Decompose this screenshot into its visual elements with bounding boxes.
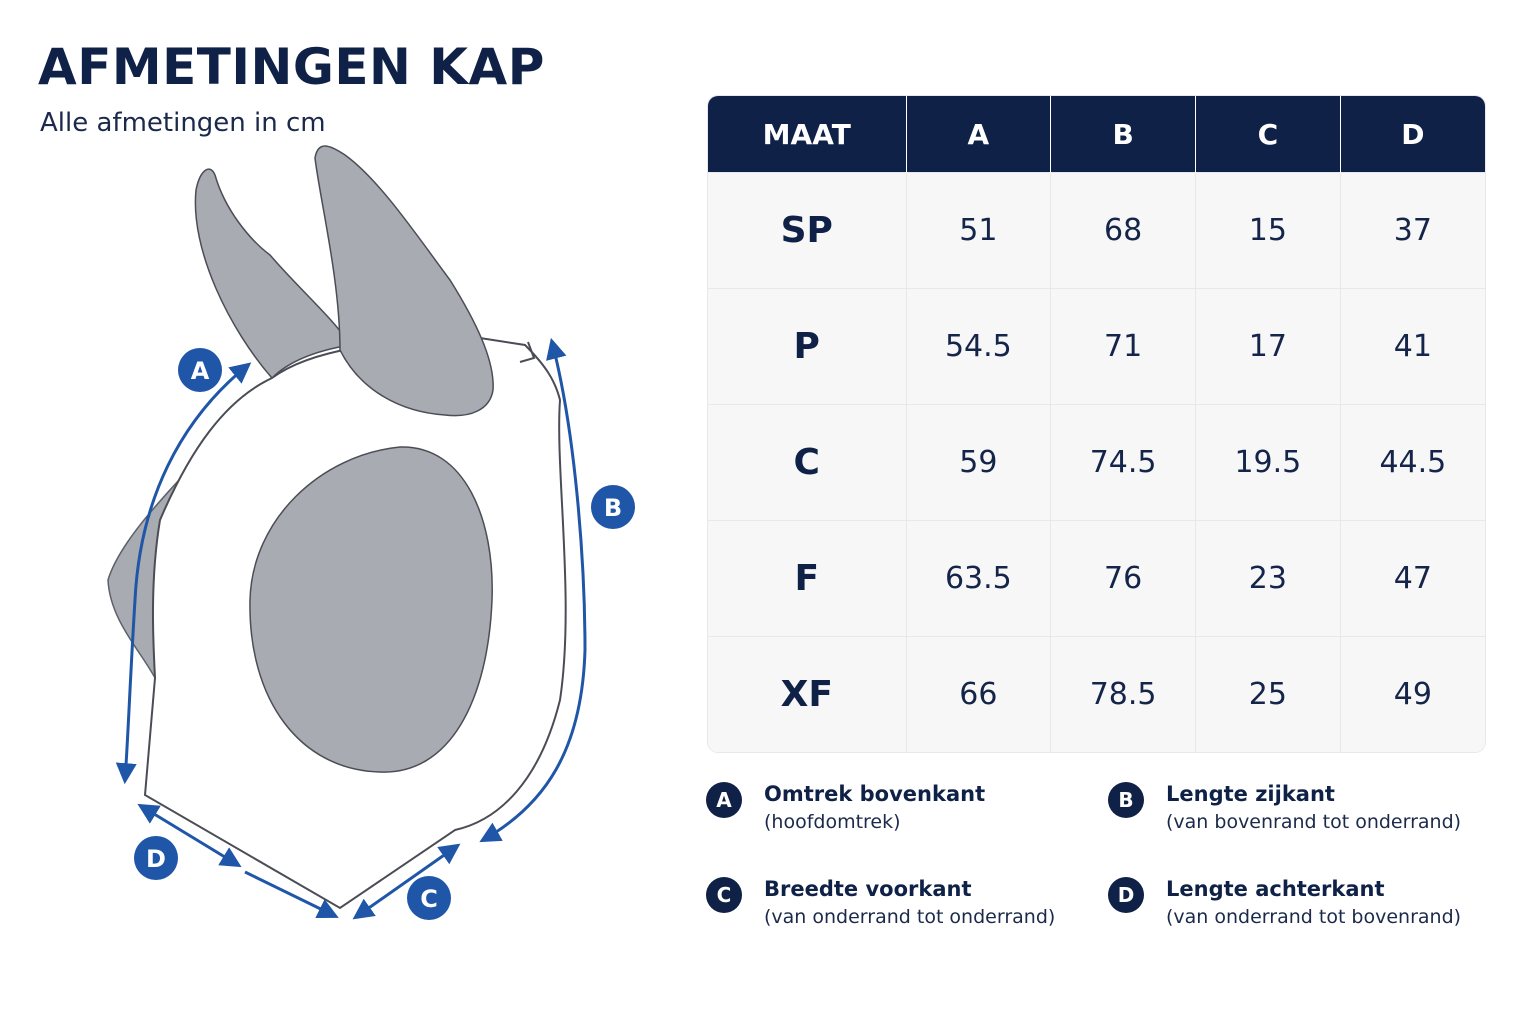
legend-desc: (hoofdomtrek) bbox=[764, 811, 901, 833]
header-cell: MAAT bbox=[708, 96, 907, 173]
value-cell: 66 bbox=[906, 636, 1052, 752]
legend-badge: C bbox=[706, 877, 742, 913]
label-c: C bbox=[407, 876, 451, 920]
legend-title: Breedte voorkant bbox=[764, 877, 972, 901]
arrow-a bbox=[115, 362, 252, 785]
label-a-text: A bbox=[191, 357, 210, 385]
legend-item-c: C Breedte voorkant (van onderrand tot on… bbox=[706, 875, 1055, 931]
label-d: D bbox=[134, 836, 178, 880]
label-c-text: C bbox=[420, 885, 438, 913]
value-cell: 51 bbox=[906, 172, 1052, 289]
legend-badge: A bbox=[706, 782, 742, 818]
table-row: C 59 74.5 19.5 44.5 bbox=[708, 404, 1485, 521]
value-cell: 17 bbox=[1195, 288, 1341, 405]
arrow-b bbox=[479, 337, 587, 843]
table-header-row: MAAT A B C D bbox=[708, 96, 1485, 173]
legend-title: Lengte zijkant bbox=[1166, 782, 1335, 806]
table-row: P 54.5 71 17 41 bbox=[708, 288, 1485, 405]
value-cell: 41 bbox=[1340, 288, 1485, 405]
size-cell: F bbox=[708, 520, 907, 637]
label-d-text: D bbox=[146, 845, 166, 873]
legend-item-d: D Lengte achterkant (van onderrand tot b… bbox=[1108, 875, 1461, 931]
value-cell: 15 bbox=[1195, 172, 1341, 289]
arrow-d-upper bbox=[137, 803, 242, 868]
table-row: XF 66 78.5 25 49 bbox=[708, 636, 1485, 752]
header-cell: B bbox=[1050, 96, 1196, 173]
arrow-c bbox=[352, 843, 461, 920]
size-cell: P bbox=[708, 288, 907, 405]
value-cell: 47 bbox=[1340, 520, 1485, 637]
table-row: SP 51 68 15 37 bbox=[708, 172, 1485, 289]
header-cell: D bbox=[1340, 96, 1485, 173]
value-cell: 49 bbox=[1340, 636, 1485, 752]
size-cell: SP bbox=[708, 172, 907, 289]
legend-desc: (van onderrand tot onderrand) bbox=[764, 906, 1056, 928]
label-b: B bbox=[591, 485, 635, 529]
label-a: A bbox=[178, 348, 222, 392]
hood-diagram: A B C D bbox=[107, 145, 635, 920]
label-b-text: B bbox=[604, 494, 622, 522]
header-cell: C bbox=[1195, 96, 1341, 173]
legend-title: Lengte achterkant bbox=[1166, 877, 1385, 901]
size-cell: C bbox=[708, 404, 907, 521]
value-cell: 44.5 bbox=[1340, 404, 1485, 521]
value-cell: 76 bbox=[1050, 520, 1196, 637]
page-subtitle: Alle afmetingen in cm bbox=[40, 108, 326, 138]
right-ear bbox=[314, 145, 494, 417]
header-cell: A bbox=[906, 96, 1052, 173]
legend-badge: D bbox=[1108, 877, 1144, 913]
legend-desc: (van onderrand tot bovenrand) bbox=[1166, 906, 1462, 928]
legend-item-b: B Lengte zijkant (van bovenrand tot onde… bbox=[1108, 780, 1461, 836]
page-title: AFMETINGEN KAP bbox=[38, 38, 545, 96]
value-cell: 71 bbox=[1050, 288, 1196, 405]
size-table: MAAT A B C D SP 51 68 15 37 P 54.5 71 17… bbox=[708, 96, 1485, 752]
value-cell: 25 bbox=[1195, 636, 1341, 752]
value-cell: 37 bbox=[1340, 172, 1485, 289]
value-cell: 54.5 bbox=[906, 288, 1052, 405]
value-cell: 19.5 bbox=[1195, 404, 1341, 521]
value-cell: 63.5 bbox=[906, 520, 1052, 637]
legend-title: Omtrek bovenkant bbox=[764, 782, 986, 806]
value-cell: 78.5 bbox=[1050, 636, 1196, 752]
value-cell: 23 bbox=[1195, 520, 1341, 637]
size-cell: XF bbox=[708, 636, 907, 752]
value-cell: 74.5 bbox=[1050, 404, 1196, 521]
value-cell: 68 bbox=[1050, 172, 1196, 289]
legend: A Omtrek bovenkant (hoofdomtrek) B Lengt… bbox=[706, 780, 1506, 940]
legend-item-a: A Omtrek bovenkant (hoofdomtrek) bbox=[706, 780, 985, 836]
table-row: F 63.5 76 23 47 bbox=[708, 520, 1485, 637]
value-cell: 59 bbox=[906, 404, 1052, 521]
legend-desc: (van bovenrand tot onderrand) bbox=[1166, 811, 1462, 833]
arrow-d-lower bbox=[244, 870, 339, 919]
legend-badge: B bbox=[1108, 782, 1144, 818]
